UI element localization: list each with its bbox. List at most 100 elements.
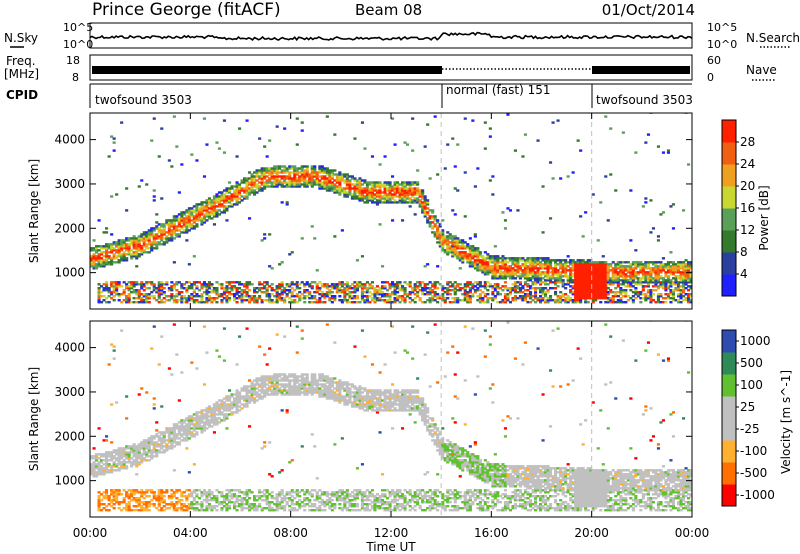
power-cell <box>609 265 613 268</box>
power-cell <box>621 131 625 134</box>
power-cell <box>233 189 237 192</box>
velocity-cell <box>200 429 204 432</box>
power-cell <box>463 255 467 258</box>
power-cell <box>348 291 352 294</box>
power-cell <box>581 261 585 264</box>
velocity-cell <box>200 503 204 506</box>
power-cell <box>621 271 625 274</box>
power-cell <box>328 181 332 184</box>
power-cell <box>167 295 171 298</box>
velocity-cell <box>197 415 202 418</box>
power-cell <box>441 243 445 246</box>
velocity-cell <box>200 409 204 412</box>
power-cell <box>320 295 324 298</box>
power-cell <box>315 173 319 176</box>
power-cell <box>310 167 314 170</box>
power-cell <box>235 193 239 196</box>
velocity-cell <box>212 497 217 500</box>
power-cell <box>275 171 279 174</box>
power-cell <box>180 219 184 222</box>
power-cell <box>513 289 518 292</box>
power-cell <box>135 255 139 258</box>
velocity-cell <box>150 449 154 452</box>
power-cell <box>413 197 417 200</box>
power-cell <box>666 151 671 154</box>
power-cell <box>546 263 550 266</box>
velocity-cell <box>172 507 176 510</box>
power-cell <box>451 235 455 238</box>
velocity-cell <box>200 415 204 418</box>
power-cell <box>105 227 109 230</box>
velocity-cell <box>125 493 129 496</box>
power-cell <box>669 269 673 272</box>
velocity-cell <box>215 419 219 422</box>
power-cell <box>624 285 628 288</box>
power-cell <box>263 185 267 188</box>
power-cell <box>564 297 568 300</box>
velocity-cell <box>182 421 186 424</box>
velocity-cell <box>175 497 179 500</box>
power-cell <box>225 201 229 204</box>
power-cell <box>396 285 400 288</box>
power-cell <box>293 177 297 180</box>
power-cell <box>611 269 615 272</box>
power-cell <box>295 143 299 146</box>
power-cell <box>375 203 380 206</box>
power-cell <box>182 221 186 224</box>
power-cell <box>508 301 513 304</box>
power-cell <box>97 289 101 292</box>
power-cell <box>388 181 392 184</box>
power-cell <box>298 183 302 186</box>
power-cell <box>496 283 500 286</box>
velocity-cell <box>117 451 121 454</box>
power-cell <box>576 291 580 294</box>
power-cell <box>629 271 633 274</box>
power-cell <box>137 243 141 246</box>
power-cell <box>534 271 538 274</box>
velocity-cell <box>228 413 232 416</box>
power-cell <box>609 291 613 294</box>
velocity-cell <box>180 439 184 442</box>
velocity-cell <box>100 493 104 496</box>
power-cell <box>601 291 605 294</box>
power-cell <box>639 261 643 264</box>
power-cell <box>468 247 472 250</box>
power-cell <box>240 293 244 296</box>
velocity-cell <box>217 399 222 402</box>
power-cell <box>343 191 347 194</box>
power-cell <box>682 287 686 290</box>
velocity-cell <box>210 415 214 418</box>
velocity-cell <box>192 433 196 436</box>
power-cell <box>529 293 533 296</box>
power-cell <box>478 261 482 264</box>
power-cell <box>155 247 159 250</box>
power-cell <box>190 215 194 218</box>
power-cell <box>112 295 116 298</box>
power-cell <box>363 181 367 184</box>
power-cell <box>295 295 299 298</box>
velocity-cell <box>228 395 232 398</box>
power-cell <box>551 259 555 262</box>
velocity-cell <box>225 427 229 430</box>
power-cell <box>441 239 445 242</box>
power-cell <box>431 285 435 288</box>
power-cell <box>202 213 207 216</box>
power-cell <box>145 235 149 238</box>
power-cell <box>433 291 437 294</box>
power-cell <box>207 199 212 202</box>
power-cell <box>285 167 289 170</box>
velocity-cell <box>185 437 189 440</box>
power-cell <box>544 293 548 296</box>
power-cell <box>463 215 467 218</box>
power-cell <box>564 271 568 274</box>
power-cell <box>180 287 184 290</box>
velocity-cell <box>212 417 217 420</box>
velocity-cell <box>220 405 224 408</box>
velocity-cell <box>140 455 144 458</box>
power-cell <box>443 237 447 240</box>
cpid-strip: CPID twofsound 3503 normal (fast) 151 tw… <box>6 83 693 108</box>
power-cell <box>576 283 580 286</box>
power-cell <box>428 281 432 284</box>
power-cell <box>551 287 555 290</box>
power-cell <box>421 211 425 214</box>
